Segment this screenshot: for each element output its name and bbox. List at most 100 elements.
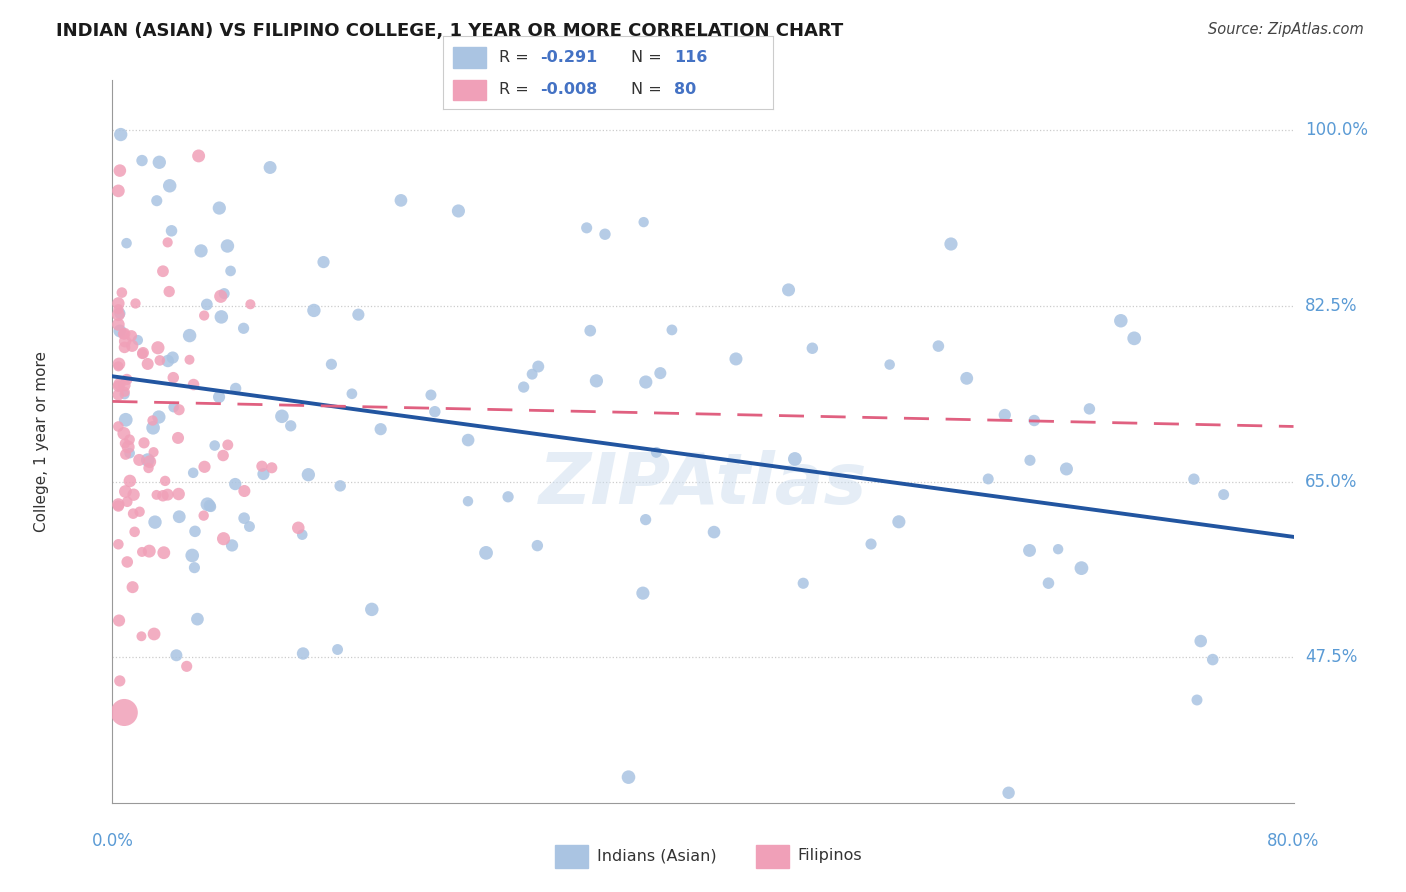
Point bbox=[112, 326, 135, 341]
Point bbox=[200, 500, 222, 514]
Point bbox=[114, 447, 136, 461]
Text: -0.291: -0.291 bbox=[540, 50, 598, 65]
Point bbox=[1047, 542, 1070, 557]
Point bbox=[1182, 472, 1205, 486]
Point bbox=[167, 487, 190, 501]
Point bbox=[217, 438, 239, 452]
Point bbox=[617, 770, 640, 784]
Point bbox=[225, 381, 247, 395]
Point bbox=[347, 308, 370, 322]
Text: 0.0%: 0.0% bbox=[91, 831, 134, 850]
Point bbox=[118, 474, 141, 488]
Point bbox=[193, 459, 215, 474]
Point bbox=[179, 352, 201, 367]
Point bbox=[107, 302, 129, 317]
Point bbox=[107, 359, 129, 374]
Point bbox=[115, 236, 138, 251]
Point bbox=[252, 467, 274, 481]
Point bbox=[956, 371, 979, 385]
Point bbox=[187, 149, 209, 163]
Point bbox=[977, 472, 1000, 486]
Point bbox=[131, 153, 153, 168]
Point bbox=[197, 497, 219, 511]
Point bbox=[271, 409, 294, 424]
Point bbox=[131, 347, 153, 361]
Point bbox=[148, 410, 170, 425]
Point bbox=[496, 490, 519, 504]
Point bbox=[778, 283, 800, 297]
Point bbox=[176, 659, 198, 673]
Point bbox=[148, 155, 170, 169]
Point bbox=[107, 296, 129, 310]
Point bbox=[1202, 652, 1225, 666]
Point bbox=[131, 629, 153, 643]
Point bbox=[457, 494, 479, 508]
Point bbox=[142, 421, 165, 435]
Point bbox=[527, 359, 550, 374]
Point bbox=[389, 194, 412, 208]
Point bbox=[112, 378, 135, 392]
Point bbox=[167, 509, 190, 524]
Point bbox=[165, 648, 187, 663]
Point bbox=[783, 452, 806, 467]
Point bbox=[153, 474, 176, 488]
Point bbox=[132, 346, 155, 360]
Point bbox=[159, 178, 181, 193]
Text: INDIAN (ASIAN) VS FILIPINO COLLEGE, 1 YEAR OR MORE CORRELATION CHART: INDIAN (ASIAN) VS FILIPINO COLLEGE, 1 YE… bbox=[56, 22, 844, 40]
Text: 80: 80 bbox=[675, 82, 696, 97]
Point bbox=[114, 484, 136, 499]
Point bbox=[1019, 453, 1042, 467]
Point bbox=[120, 328, 142, 343]
Text: ZIPAtlas: ZIPAtlas bbox=[538, 450, 868, 519]
Point bbox=[146, 341, 169, 355]
Point bbox=[724, 351, 747, 366]
Point bbox=[645, 445, 668, 459]
Text: R =: R = bbox=[499, 82, 534, 97]
Point bbox=[1212, 487, 1234, 501]
Point bbox=[221, 538, 243, 552]
Point bbox=[108, 357, 131, 371]
Text: 65.0%: 65.0% bbox=[1305, 473, 1358, 491]
Point bbox=[217, 239, 239, 253]
Point bbox=[184, 524, 207, 539]
Point bbox=[423, 405, 446, 419]
Point bbox=[575, 220, 598, 235]
Point bbox=[209, 289, 232, 303]
Point bbox=[212, 286, 235, 301]
Point bbox=[634, 375, 657, 389]
Point bbox=[157, 285, 180, 299]
Point bbox=[108, 673, 131, 688]
Point bbox=[321, 357, 343, 371]
Point bbox=[579, 324, 602, 338]
Point bbox=[420, 388, 443, 402]
Text: -0.008: -0.008 bbox=[540, 82, 598, 97]
Point bbox=[108, 614, 131, 628]
Point bbox=[447, 204, 470, 219]
Point bbox=[219, 264, 242, 278]
Point bbox=[114, 436, 136, 450]
Point bbox=[879, 358, 901, 372]
Point bbox=[156, 354, 179, 368]
Text: 47.5%: 47.5% bbox=[1305, 648, 1358, 666]
Point bbox=[167, 431, 190, 445]
Point bbox=[112, 426, 135, 441]
Point bbox=[297, 467, 319, 482]
Point bbox=[114, 334, 136, 349]
Bar bbox=[555, 845, 589, 868]
Point bbox=[107, 184, 129, 198]
Point bbox=[114, 413, 136, 427]
Point bbox=[927, 339, 949, 353]
Point bbox=[997, 786, 1019, 800]
Text: Filipinos: Filipinos bbox=[797, 848, 862, 863]
Point bbox=[209, 310, 232, 324]
Point bbox=[512, 380, 534, 394]
Point bbox=[107, 497, 129, 511]
Point bbox=[193, 508, 215, 523]
Point bbox=[107, 379, 129, 393]
Point bbox=[108, 377, 131, 392]
Point bbox=[114, 384, 136, 399]
Point bbox=[661, 323, 683, 337]
Point bbox=[212, 532, 235, 546]
Point bbox=[142, 445, 165, 459]
Point bbox=[224, 477, 246, 491]
